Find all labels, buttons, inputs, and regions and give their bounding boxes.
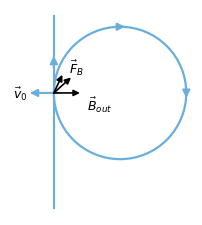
Text: $\vec{F}_B$: $\vec{F}_B$	[69, 59, 84, 78]
Text: $\vec{B}_{out}$: $\vec{B}_{out}$	[87, 95, 112, 114]
Text: $\vec{v}_0$: $\vec{v}_0$	[14, 85, 28, 102]
